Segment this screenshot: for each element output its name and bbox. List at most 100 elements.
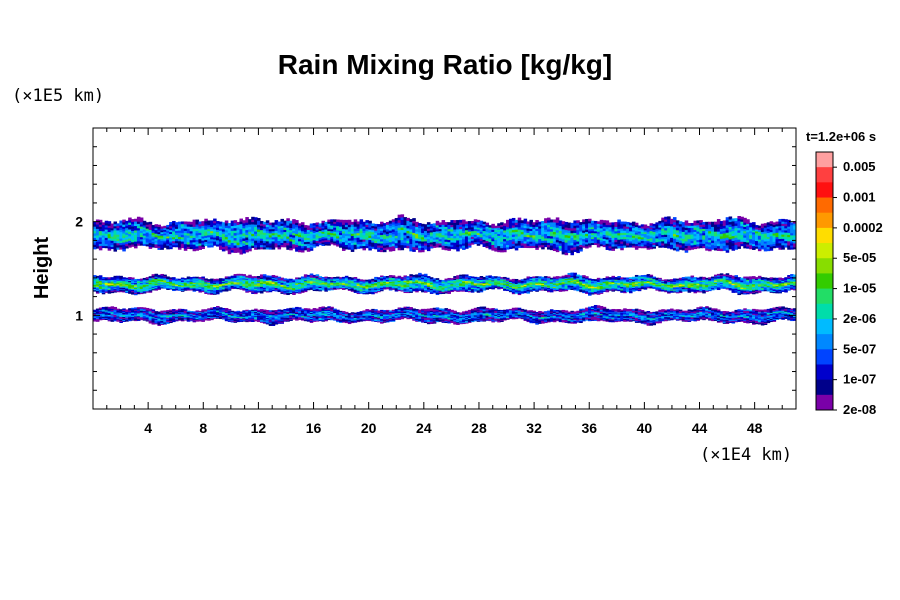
rain-cell bbox=[180, 318, 185, 320]
rain-cell bbox=[731, 321, 736, 323]
rain-cell bbox=[134, 286, 138, 288]
rain-cell bbox=[233, 281, 238, 284]
rain-cell bbox=[418, 279, 422, 282]
rain-cell bbox=[664, 309, 668, 312]
rain-cell bbox=[324, 286, 328, 289]
rain-cell bbox=[488, 319, 492, 322]
rain-cell bbox=[631, 316, 636, 319]
rain-cell bbox=[306, 282, 311, 285]
rain-cell bbox=[157, 320, 161, 322]
rain-cell bbox=[204, 287, 208, 290]
rain-cell bbox=[224, 280, 229, 283]
rain-cell bbox=[652, 317, 656, 320]
rain-cell bbox=[473, 317, 478, 320]
rain-cell bbox=[362, 291, 367, 294]
rain-cell bbox=[479, 287, 484, 289]
rain-cell bbox=[429, 290, 434, 293]
rain-cell bbox=[145, 290, 150, 293]
rain-cell bbox=[494, 279, 498, 281]
rain-cell bbox=[459, 322, 463, 325]
rain-cell bbox=[652, 316, 656, 319]
rain-cell bbox=[151, 276, 156, 279]
rain-cell bbox=[711, 316, 715, 319]
rain-cell bbox=[271, 313, 276, 316]
rain-cell bbox=[693, 317, 698, 319]
rain-cell bbox=[374, 318, 378, 321]
rain-cell bbox=[248, 283, 252, 286]
rain-cell bbox=[274, 321, 279, 324]
rain-cell bbox=[242, 317, 246, 320]
rain-cell bbox=[377, 311, 381, 313]
rain-cell bbox=[432, 280, 437, 283]
rain-cell bbox=[435, 313, 440, 316]
rain-cell bbox=[163, 314, 167, 317]
rain-cell bbox=[734, 311, 739, 314]
rain-cell bbox=[172, 317, 176, 320]
rain-cell bbox=[793, 313, 796, 316]
rain-cell bbox=[491, 285, 495, 288]
rain-cell bbox=[239, 283, 243, 286]
rain-cell bbox=[227, 312, 232, 315]
rain-cell bbox=[737, 316, 741, 319]
rain-cell bbox=[312, 309, 317, 311]
rain-cell bbox=[368, 279, 372, 282]
rain-cell bbox=[588, 308, 592, 311]
rain-cell bbox=[236, 286, 241, 289]
rain-cell bbox=[438, 312, 443, 315]
rain-cell bbox=[257, 313, 261, 316]
rain-cell bbox=[784, 316, 788, 319]
rain-cell bbox=[116, 285, 120, 288]
rain-cell bbox=[423, 310, 428, 313]
rain-cell bbox=[151, 287, 156, 290]
rain-cell bbox=[377, 319, 381, 322]
rain-cell bbox=[210, 292, 214, 294]
rain-cell bbox=[104, 318, 109, 321]
rain-cell bbox=[318, 312, 323, 314]
rain-cell bbox=[131, 311, 135, 314]
rain-cell bbox=[356, 317, 361, 319]
rain-cell bbox=[749, 320, 753, 322]
rain-cell bbox=[341, 311, 346, 313]
rain-cell bbox=[435, 317, 440, 319]
rain-cell bbox=[793, 311, 796, 314]
rain-cell bbox=[347, 286, 352, 288]
rain-cell bbox=[350, 320, 355, 323]
rain-cell bbox=[371, 308, 375, 311]
rain-cell bbox=[280, 279, 284, 282]
rain-cell bbox=[336, 278, 340, 281]
rain-cell bbox=[412, 277, 416, 280]
rain-cell bbox=[259, 277, 264, 279]
rain-cell bbox=[582, 318, 586, 321]
rain-cell bbox=[134, 292, 138, 295]
rain-cell bbox=[257, 317, 261, 320]
rain-cell bbox=[456, 317, 460, 320]
rain-cell bbox=[631, 319, 636, 322]
rain-cell bbox=[781, 311, 785, 314]
rain-cell bbox=[128, 310, 132, 312]
rain-cell bbox=[450, 312, 454, 315]
rain-cell bbox=[306, 284, 311, 287]
rain-cell bbox=[476, 311, 481, 313]
rain-cell bbox=[634, 318, 639, 320]
rain-cell bbox=[467, 310, 472, 313]
rain-cell bbox=[195, 288, 200, 290]
rain-cell bbox=[210, 309, 214, 311]
rain-cell bbox=[573, 315, 577, 318]
rain-cell bbox=[306, 313, 311, 315]
rain-cell bbox=[529, 317, 533, 319]
rain-cell bbox=[139, 287, 144, 290]
rain-cell bbox=[605, 309, 610, 312]
rain-cell bbox=[371, 282, 375, 284]
rain-cell bbox=[163, 312, 167, 315]
rain-cell bbox=[611, 312, 615, 315]
rain-cell bbox=[163, 318, 167, 321]
rain-cell bbox=[210, 286, 214, 289]
rain-cell bbox=[626, 308, 630, 311]
rain-cell bbox=[221, 279, 226, 282]
rain-cell bbox=[506, 284, 510, 287]
rain-cell bbox=[400, 313, 405, 316]
rain-cell bbox=[128, 290, 132, 293]
rain-cell bbox=[415, 320, 419, 322]
rain-cell bbox=[740, 316, 744, 318]
rain-cell bbox=[289, 307, 293, 310]
